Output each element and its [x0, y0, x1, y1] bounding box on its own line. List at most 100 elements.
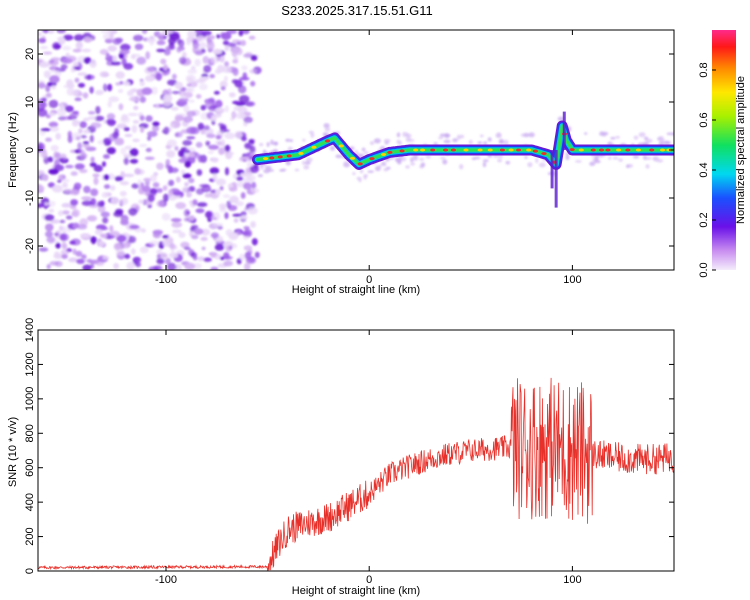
colorbar-label: Normalized spectral amplitude: [735, 76, 747, 224]
noise-blob: [82, 117, 90, 122]
noise-blob: [166, 150, 176, 158]
noise-blob: [201, 246, 206, 251]
haze-blob: [487, 137, 492, 142]
noise-blob: [116, 123, 128, 129]
noise-blob: [195, 208, 205, 214]
colorbar-tick-label: 0.0: [698, 262, 710, 277]
noise-blob: [239, 215, 248, 220]
haze-blob: [523, 132, 530, 138]
noise-blob: [57, 210, 64, 217]
noise-blob: [155, 72, 163, 81]
noise-blob: [133, 105, 139, 111]
noise-blob: [70, 171, 78, 176]
y-tick-label: 10: [24, 96, 36, 108]
noise-blob: [150, 86, 158, 95]
noise-blob: [57, 179, 62, 183]
noise-blob: [156, 249, 163, 255]
haze-blob: [367, 170, 375, 173]
haze-blob: [439, 133, 447, 137]
ridge-hotspot: [277, 155, 283, 159]
haze-blob: [497, 158, 503, 163]
noise-blob: [38, 184, 45, 193]
noise-blob: [62, 182, 68, 188]
noise-blob: [182, 140, 193, 146]
noise-blob: [107, 83, 113, 92]
noise-blob: [202, 56, 209, 64]
noise-blob: [109, 185, 116, 191]
noise-blob: [224, 61, 230, 67]
noise-blob: [174, 146, 179, 151]
noise-blob: [115, 137, 124, 145]
noise-blob: [113, 262, 119, 270]
noise-blob: [205, 140, 211, 147]
noise-blob: [109, 225, 114, 232]
noise-blob: [186, 83, 192, 87]
ridge-hotspot: [666, 148, 672, 152]
noise-blob: [103, 83, 108, 92]
noise-blob: [79, 168, 88, 174]
noise-blob: [203, 65, 212, 73]
haze-blob: [610, 136, 616, 140]
noise-blob: [101, 192, 109, 198]
noise-blob: [163, 126, 170, 135]
noise-blob: [169, 243, 176, 250]
haze-blob: [438, 136, 444, 140]
noise-blob: [172, 73, 177, 80]
noise-blob: [48, 168, 59, 175]
haze-blob: [633, 135, 639, 140]
noise-blob: [239, 156, 250, 160]
noise-blob: [122, 81, 131, 86]
ridge-hotspot: [516, 148, 522, 152]
noise-blob: [162, 235, 169, 239]
haze-blob: [260, 166, 264, 170]
noise-blob: [172, 191, 184, 196]
noise-blob: [131, 53, 141, 58]
noise-blob: [97, 201, 105, 207]
ridge-hotspot: [616, 148, 622, 152]
haze-blob: [361, 147, 366, 152]
noise-blob: [174, 115, 184, 122]
noise-blob: [195, 94, 202, 99]
noise-blob: [199, 184, 210, 188]
noise-blob: [58, 36, 66, 45]
haze-blob: [645, 164, 650, 169]
noise-blob: [50, 145, 59, 152]
noise-blob: [175, 202, 187, 210]
noise-blob: [180, 94, 187, 99]
noise-blob: [225, 245, 232, 252]
haze-blob: [270, 139, 274, 145]
haze-blob: [608, 156, 612, 160]
ridge: [252, 111, 674, 208]
noise-blob: [213, 90, 220, 95]
noise-blob: [171, 90, 182, 95]
noise-blob: [60, 103, 64, 112]
noise-blob: [220, 32, 232, 40]
noise-blob: [129, 224, 140, 230]
noise-blob: [190, 224, 199, 230]
noise-blob: [198, 83, 208, 91]
haze-blob: [263, 169, 271, 174]
ridge-hotspot: [599, 148, 605, 152]
noise-blob: [197, 256, 205, 262]
noise-blob: [132, 138, 140, 143]
haze-blob: [420, 162, 426, 167]
noise-blob: [221, 138, 225, 148]
noise-blob: [69, 240, 76, 245]
noise-blob: [99, 233, 108, 238]
noise-blob: [219, 55, 225, 63]
noise-blob: [158, 33, 165, 42]
haze-blob: [352, 172, 356, 176]
ridge-hotspot: [487, 148, 493, 152]
noise-blob: [67, 135, 73, 144]
colorbar-tick-label: 0.8: [698, 62, 710, 77]
noise-blob: [241, 136, 247, 142]
noise-blob: [67, 83, 75, 89]
noise-blob: [246, 162, 254, 167]
haze-blob: [474, 156, 481, 160]
noise-blob: [251, 238, 258, 246]
noise-blob: [50, 219, 60, 224]
noise-blob: [187, 76, 194, 84]
noise-blob: [215, 188, 221, 196]
noise-blob: [61, 243, 68, 250]
